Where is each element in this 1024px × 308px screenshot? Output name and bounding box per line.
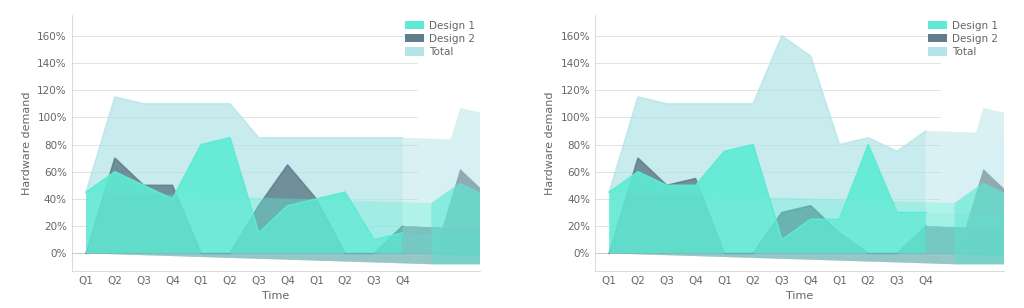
Polygon shape (609, 36, 926, 253)
Polygon shape (402, 226, 749, 264)
Polygon shape (431, 108, 749, 264)
Polygon shape (954, 47, 1024, 264)
Polygon shape (609, 158, 1024, 264)
Polygon shape (431, 169, 749, 264)
Polygon shape (609, 36, 1024, 203)
Legend: Design 1, Design 2, Total: Design 1, Design 2, Total (929, 21, 998, 57)
Polygon shape (926, 226, 1024, 264)
Polygon shape (926, 131, 1024, 264)
X-axis label: Time: Time (785, 291, 813, 302)
Polygon shape (86, 253, 749, 264)
Polygon shape (402, 138, 749, 264)
Polygon shape (954, 169, 1024, 264)
Polygon shape (609, 253, 1024, 264)
Polygon shape (609, 253, 1024, 264)
Polygon shape (609, 144, 1024, 251)
X-axis label: Time: Time (262, 291, 290, 302)
Polygon shape (954, 156, 1024, 264)
Polygon shape (86, 253, 749, 264)
Y-axis label: Hardware demand: Hardware demand (22, 91, 32, 195)
Polygon shape (926, 213, 1024, 264)
Polygon shape (431, 149, 749, 264)
Legend: Design 1, Design 2, Total: Design 1, Design 2, Total (406, 21, 475, 57)
Polygon shape (86, 97, 402, 253)
Polygon shape (86, 158, 749, 264)
Polygon shape (86, 138, 402, 253)
Polygon shape (609, 253, 1024, 264)
Y-axis label: Hardware demand: Hardware demand (545, 91, 555, 195)
Polygon shape (609, 158, 926, 253)
Polygon shape (402, 233, 749, 264)
Polygon shape (86, 253, 749, 264)
Polygon shape (86, 97, 749, 203)
Polygon shape (609, 144, 926, 253)
Polygon shape (86, 158, 402, 253)
Polygon shape (86, 138, 749, 251)
